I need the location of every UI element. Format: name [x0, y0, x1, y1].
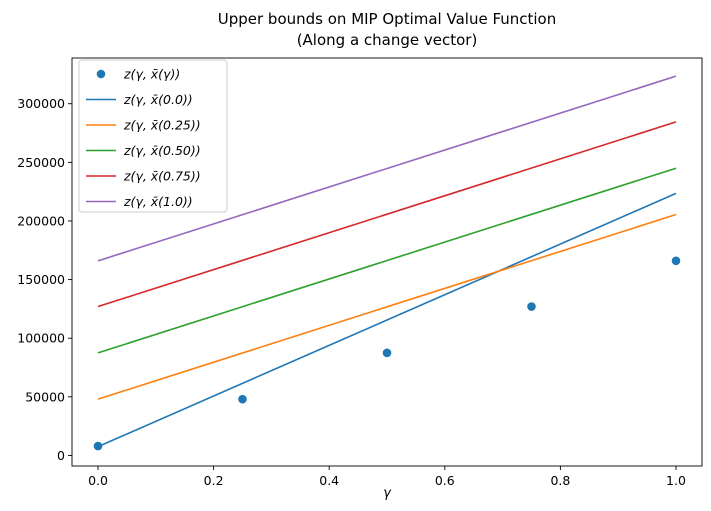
legend-label-2: z(γ, x̄(0.50)): [123, 143, 201, 158]
legend-label-scatter: z(γ, x̄(γ)): [123, 67, 180, 82]
legend-label-4: z(γ, x̄(1.0)): [123, 194, 193, 209]
scatter-point-1: [238, 394, 247, 404]
y-tick-label-6: 300000: [17, 96, 65, 111]
series-line-2: [97, 167, 677, 354]
y-axis-ticks: 0 50000 100000 150000 200000 250000 300000: [17, 96, 72, 463]
x-tick-label-3: 0.6: [435, 473, 455, 488]
y-tick-label-5: 250000: [17, 155, 65, 170]
plot-series: [97, 75, 677, 448]
plot-area-frame: [71, 57, 703, 467]
legend-label-0: z(γ, x̄(0.0)): [123, 92, 193, 107]
legend-marker-scatter: [96, 69, 106, 79]
chart-title: Upper bounds on MIP Optimal Value Functi…: [218, 10, 557, 28]
chart-title-group: Upper bounds on MIP Optimal Value Functi…: [218, 10, 557, 49]
scatter-point-0: [93, 441, 103, 451]
chart-subtitle: (Along a change vector): [297, 31, 478, 49]
x-axis-ticks: 0.0 0.2 0.4 0.6 0.8 1.0: [88, 466, 686, 488]
x-axis-label: γ: [383, 486, 392, 501]
y-tick-label-0: 0: [57, 448, 65, 463]
x-tick-label-0: 0.0: [88, 473, 108, 488]
y-tick-label-4: 200000: [17, 213, 65, 228]
series-line-0: [97, 192, 677, 448]
x-tick-label-5: 1.0: [666, 473, 686, 488]
legend-label-1: z(γ, x̄(0.25)): [123, 118, 201, 133]
legend-box: [78, 59, 228, 213]
y-tick-label-2: 100000: [17, 331, 65, 346]
series-line-3: [97, 121, 677, 308]
plot-points: [93, 256, 681, 451]
scatter-point-3: [527, 302, 536, 311]
scatter-point-2: [382, 348, 392, 358]
legend-items: z(γ, x̄(γ)) z(γ, x̄(0.0)) z(γ, x̄(0.25)) z(…: [86, 67, 201, 209]
x-tick-label-2: 0.4: [319, 473, 339, 488]
scatter-point-4: [671, 256, 681, 266]
series-line-1: [97, 213, 677, 400]
series-line-4: [97, 75, 677, 262]
y-tick-label-1: 50000: [25, 389, 65, 404]
x-tick-label-1: 0.2: [204, 473, 224, 488]
legend: z(γ, x̄(γ)) z(γ, x̄(0.0)) z(γ, x̄(0.25)) z(…: [78, 59, 228, 213]
x-tick-label-4: 0.8: [550, 473, 570, 488]
y-tick-label-3: 150000: [17, 272, 65, 287]
legend-label-3: z(γ, x̄(0.75)): [123, 169, 201, 184]
